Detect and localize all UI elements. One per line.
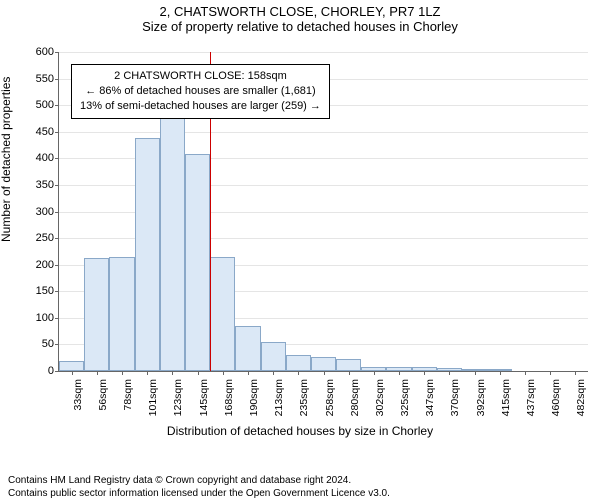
y-tick-label: 200: [36, 259, 59, 271]
x-tick: [500, 371, 501, 375]
x-tick-label: 302sqm: [370, 379, 386, 416]
x-tick: [198, 371, 199, 375]
x-tick: [273, 371, 274, 375]
annotation-line: 2 CHATSWORTH CLOSE: 158sqm: [80, 69, 321, 84]
x-tick: [172, 371, 173, 375]
y-tick-label: 250: [36, 232, 59, 244]
x-tick-label: 123sqm: [168, 379, 184, 416]
x-tick-label: 325sqm: [395, 379, 411, 416]
x-tick: [475, 371, 476, 375]
y-tick-label: 400: [36, 152, 59, 164]
histogram-bar: [286, 355, 311, 371]
x-tick: [97, 371, 98, 375]
x-tick-label: 213sqm: [269, 379, 285, 416]
plot-area: 05010015020025030035040045050055060033sq…: [58, 52, 588, 372]
x-tick: [223, 371, 224, 375]
y-tick-label: 500: [36, 99, 59, 111]
annotation-line: ← 86% of detached houses are smaller (1,…: [80, 84, 321, 99]
y-tick-label: 550: [36, 73, 59, 85]
x-tick-label: 56sqm: [93, 379, 109, 411]
x-tick-label: 145sqm: [194, 379, 210, 416]
histogram-bar: [185, 154, 210, 371]
x-tick: [122, 371, 123, 375]
gridline: [59, 52, 588, 53]
x-tick-label: 437sqm: [521, 379, 537, 416]
histogram-bar: [160, 106, 185, 371]
x-tick: [399, 371, 400, 375]
x-tick: [449, 371, 450, 375]
footer-line: Contains HM Land Registry data © Crown c…: [8, 474, 592, 487]
x-tick-label: 370sqm: [445, 379, 461, 416]
histogram-bar: [235, 326, 260, 371]
histogram-bar: [210, 257, 235, 371]
x-tick: [324, 371, 325, 375]
x-tick: [550, 371, 551, 375]
x-tick: [147, 371, 148, 375]
gridline: [59, 132, 588, 133]
reference-annotation: 2 CHATSWORTH CLOSE: 158sqm ← 86% of deta…: [71, 64, 330, 119]
x-tick-label: 258sqm: [320, 379, 336, 416]
page-title: 2, CHATSWORTH CLOSE, CHORLEY, PR7 1LZ: [0, 4, 600, 19]
x-tick-label: 33sqm: [68, 379, 84, 411]
x-tick-label: 415sqm: [496, 379, 512, 416]
x-tick-label: 168sqm: [219, 379, 235, 416]
y-tick-label: 50: [42, 338, 59, 350]
histogram-bar: [109, 257, 134, 371]
x-tick: [575, 371, 576, 375]
x-tick-label: 101sqm: [143, 379, 159, 416]
y-tick-label: 150: [36, 285, 59, 297]
x-tick-label: 190sqm: [244, 379, 260, 416]
footer-line: Contains public sector information licen…: [8, 487, 592, 500]
y-tick-label: 100: [36, 312, 59, 324]
x-tick: [424, 371, 425, 375]
footer-attribution: Contains HM Land Registry data © Crown c…: [0, 470, 600, 504]
histogram-bar: [261, 342, 286, 371]
x-tick-label: 460sqm: [546, 379, 562, 416]
x-tick: [349, 371, 350, 375]
histogram-bar: [59, 361, 84, 371]
x-tick-label: 392sqm: [471, 379, 487, 416]
histogram-bar: [84, 258, 109, 371]
chart-container: Number of detached properties 0501001502…: [0, 42, 600, 442]
histogram-bar: [311, 357, 336, 371]
y-tick-label: 0: [48, 365, 59, 377]
x-tick: [248, 371, 249, 375]
x-tick: [525, 371, 526, 375]
y-tick-label: 300: [36, 206, 59, 218]
x-tick-label: 78sqm: [118, 379, 134, 411]
x-tick: [72, 371, 73, 375]
annotation-line: 13% of semi-detached houses are larger (…: [80, 99, 321, 114]
y-tick-label: 600: [36, 46, 59, 58]
x-tick-label: 347sqm: [420, 379, 436, 416]
x-tick: [374, 371, 375, 375]
x-tick-label: 482sqm: [571, 379, 587, 416]
page-subtitle: Size of property relative to detached ho…: [0, 19, 600, 34]
x-tick-label: 235sqm: [294, 379, 310, 416]
y-tick-label: 350: [36, 179, 59, 191]
x-axis-label: Distribution of detached houses by size …: [0, 424, 600, 438]
histogram-bar: [135, 138, 160, 371]
x-tick-label: 280sqm: [345, 379, 361, 416]
y-axis-label: Number of detached properties: [0, 77, 13, 242]
x-tick: [298, 371, 299, 375]
y-tick-label: 450: [36, 126, 59, 138]
histogram-bar: [336, 359, 361, 371]
